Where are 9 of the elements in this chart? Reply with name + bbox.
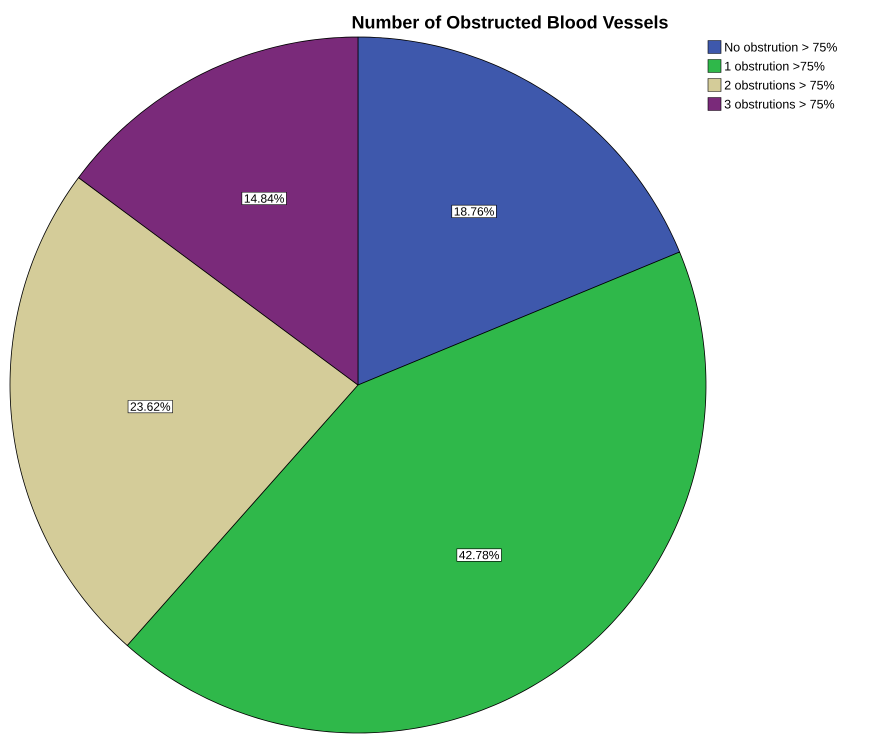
legend-label: 3 obstrutions > 75% — [724, 99, 834, 109]
data-label: 18.76% — [454, 207, 494, 216]
legend-label: No obstrution > 75% — [725, 42, 837, 52]
legend-label: 2 obstrutions > 75% — [724, 80, 834, 90]
chart-title: Number of Obstructed Blood Vessels — [352, 15, 668, 29]
data-label: 14.84% — [244, 194, 284, 203]
legend-label: 1 obstrution >75% — [725, 61, 824, 71]
data-label: 42.78% — [459, 550, 499, 560]
data-label: 23.62% — [130, 402, 170, 411]
